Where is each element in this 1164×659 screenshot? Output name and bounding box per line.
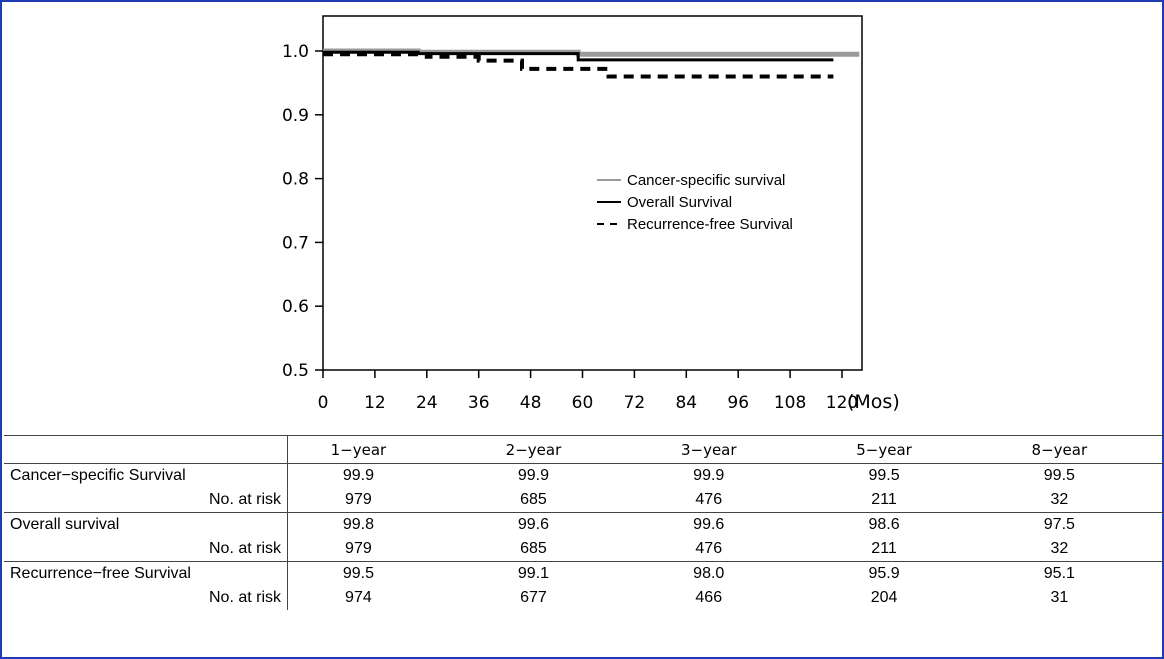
x-tick-label: 120 xyxy=(826,393,858,413)
table-cell: 685 xyxy=(520,540,547,557)
x-tick-label: 96 xyxy=(727,393,749,413)
column-header: 5−year xyxy=(813,435,989,464)
table-cell: 98.6 xyxy=(813,512,989,537)
table-cell: 204 xyxy=(870,589,898,606)
table-cell: 32 xyxy=(1050,540,1069,557)
table-cell: 99.9 xyxy=(462,463,639,488)
table-cell: 95.1 xyxy=(988,561,1164,586)
y-tick-label: 0.5 xyxy=(282,361,309,381)
table-row: No. at risk 979 685 476 211 32 xyxy=(4,488,1164,513)
table-cell: 211 xyxy=(871,540,897,557)
legend: Cancer-specific survival Overall Survival… xyxy=(597,172,793,233)
table-cell: 466 xyxy=(695,589,723,606)
table-corner-cell xyxy=(4,435,288,464)
row-label: No. at risk xyxy=(4,586,288,610)
x-tick-label: 84 xyxy=(675,393,697,413)
table-cell: 677 xyxy=(520,589,547,606)
series-line-2 xyxy=(323,52,834,79)
table-cell: 99.1 xyxy=(462,561,639,586)
table-cell: 32 xyxy=(1050,491,1069,508)
table-row: Recurrence−free Survival 99.5 99.1 98.0 95.9… xyxy=(4,561,1164,586)
table-cell: 99.9 xyxy=(638,463,814,488)
x-tick-label: 60 xyxy=(572,393,594,413)
plot-border xyxy=(322,15,863,371)
table-row: No. at risk 974 677 466 204 31 xyxy=(4,586,1164,610)
y-tick-label: 0.6 xyxy=(282,297,309,317)
table-cell: 476 xyxy=(695,491,723,508)
row-label: No. at risk xyxy=(4,488,288,513)
table-cell: 99.9 xyxy=(287,463,463,488)
legend-label-1: Overall Survival xyxy=(627,194,732,211)
column-header: 3−year xyxy=(638,435,814,464)
table-row: Cancer−specific Survival 99.9 99.9 99.9 99.5… xyxy=(4,463,1164,488)
table-header-row: 1−year 2−year 3−year 5−year 8−year xyxy=(4,435,1164,464)
legend-label-0: Cancer-specific survival xyxy=(627,172,785,189)
table-cell: 97.5 xyxy=(988,512,1164,537)
table-cell: 99.8 xyxy=(287,512,463,537)
column-header: 1−year xyxy=(287,435,463,464)
legend-label-2: Recurrence-free Survival xyxy=(627,216,793,233)
table-cell: 95.9 xyxy=(813,561,989,586)
row-label: Recurrence−free Survival xyxy=(4,561,288,586)
y-tick-label: 0.7 xyxy=(282,233,309,253)
x-axis: 0 12 24 36 48 60 72 84 96 108 120 xyxy=(318,370,858,413)
x-axis-unit-label: (Mos) xyxy=(847,391,900,413)
table-cell: 99.5 xyxy=(813,463,989,488)
y-tick-label: 1.0 xyxy=(282,42,309,62)
row-label: Cancer−specific Survival xyxy=(4,463,288,488)
table-cell: 979 xyxy=(345,491,372,508)
x-tick-label: 48 xyxy=(520,393,542,413)
series-line-1 xyxy=(323,50,834,62)
table-cell: 99.6 xyxy=(638,512,814,537)
table-cell: 99.5 xyxy=(287,561,463,586)
table-cell: 979 xyxy=(345,540,372,557)
row-label: Overall survival xyxy=(4,512,288,537)
column-header: 2−year xyxy=(462,435,639,464)
y-tick-label: 0.9 xyxy=(282,106,309,126)
series-layer xyxy=(323,48,860,79)
table-cell: 211 xyxy=(871,491,897,508)
x-tick-label: 12 xyxy=(364,393,386,413)
x-tick-label: 36 xyxy=(468,393,490,413)
x-tick-label: 0 xyxy=(318,393,329,413)
table-cell: 974 xyxy=(345,589,372,606)
x-tick-label: 24 xyxy=(416,393,438,413)
table-cell: 98.0 xyxy=(638,561,814,586)
table-cell: 99.6 xyxy=(462,512,639,537)
table-cell: 99.5 xyxy=(988,463,1164,488)
x-tick-label: 108 xyxy=(774,393,806,413)
survival-chart: 1.0 0.9 0.8 0.7 0.6 0.5 0 12 24 36 48 60 72 84 96 108 1… xyxy=(282,15,900,413)
row-label: No. at risk xyxy=(4,537,288,562)
table-cell: 476 xyxy=(695,540,723,557)
table-row: Overall survival 99.8 99.6 99.6 98.6 97.5 xyxy=(4,512,1164,537)
survival-summary-table: 1−year 2−year 3−year 5−year 8−year Cancer−spe… xyxy=(4,435,1164,610)
y-axis: 1.0 0.9 0.8 0.7 0.6 0.5 xyxy=(282,42,323,381)
x-tick-label: 72 xyxy=(624,393,646,413)
column-header: 8−year xyxy=(988,435,1164,464)
table-cell: 31 xyxy=(1050,589,1069,606)
y-tick-label: 0.8 xyxy=(282,170,309,190)
table-row: No. at risk 979 685 476 211 32 xyxy=(4,537,1164,562)
table-cell: 685 xyxy=(520,491,547,508)
